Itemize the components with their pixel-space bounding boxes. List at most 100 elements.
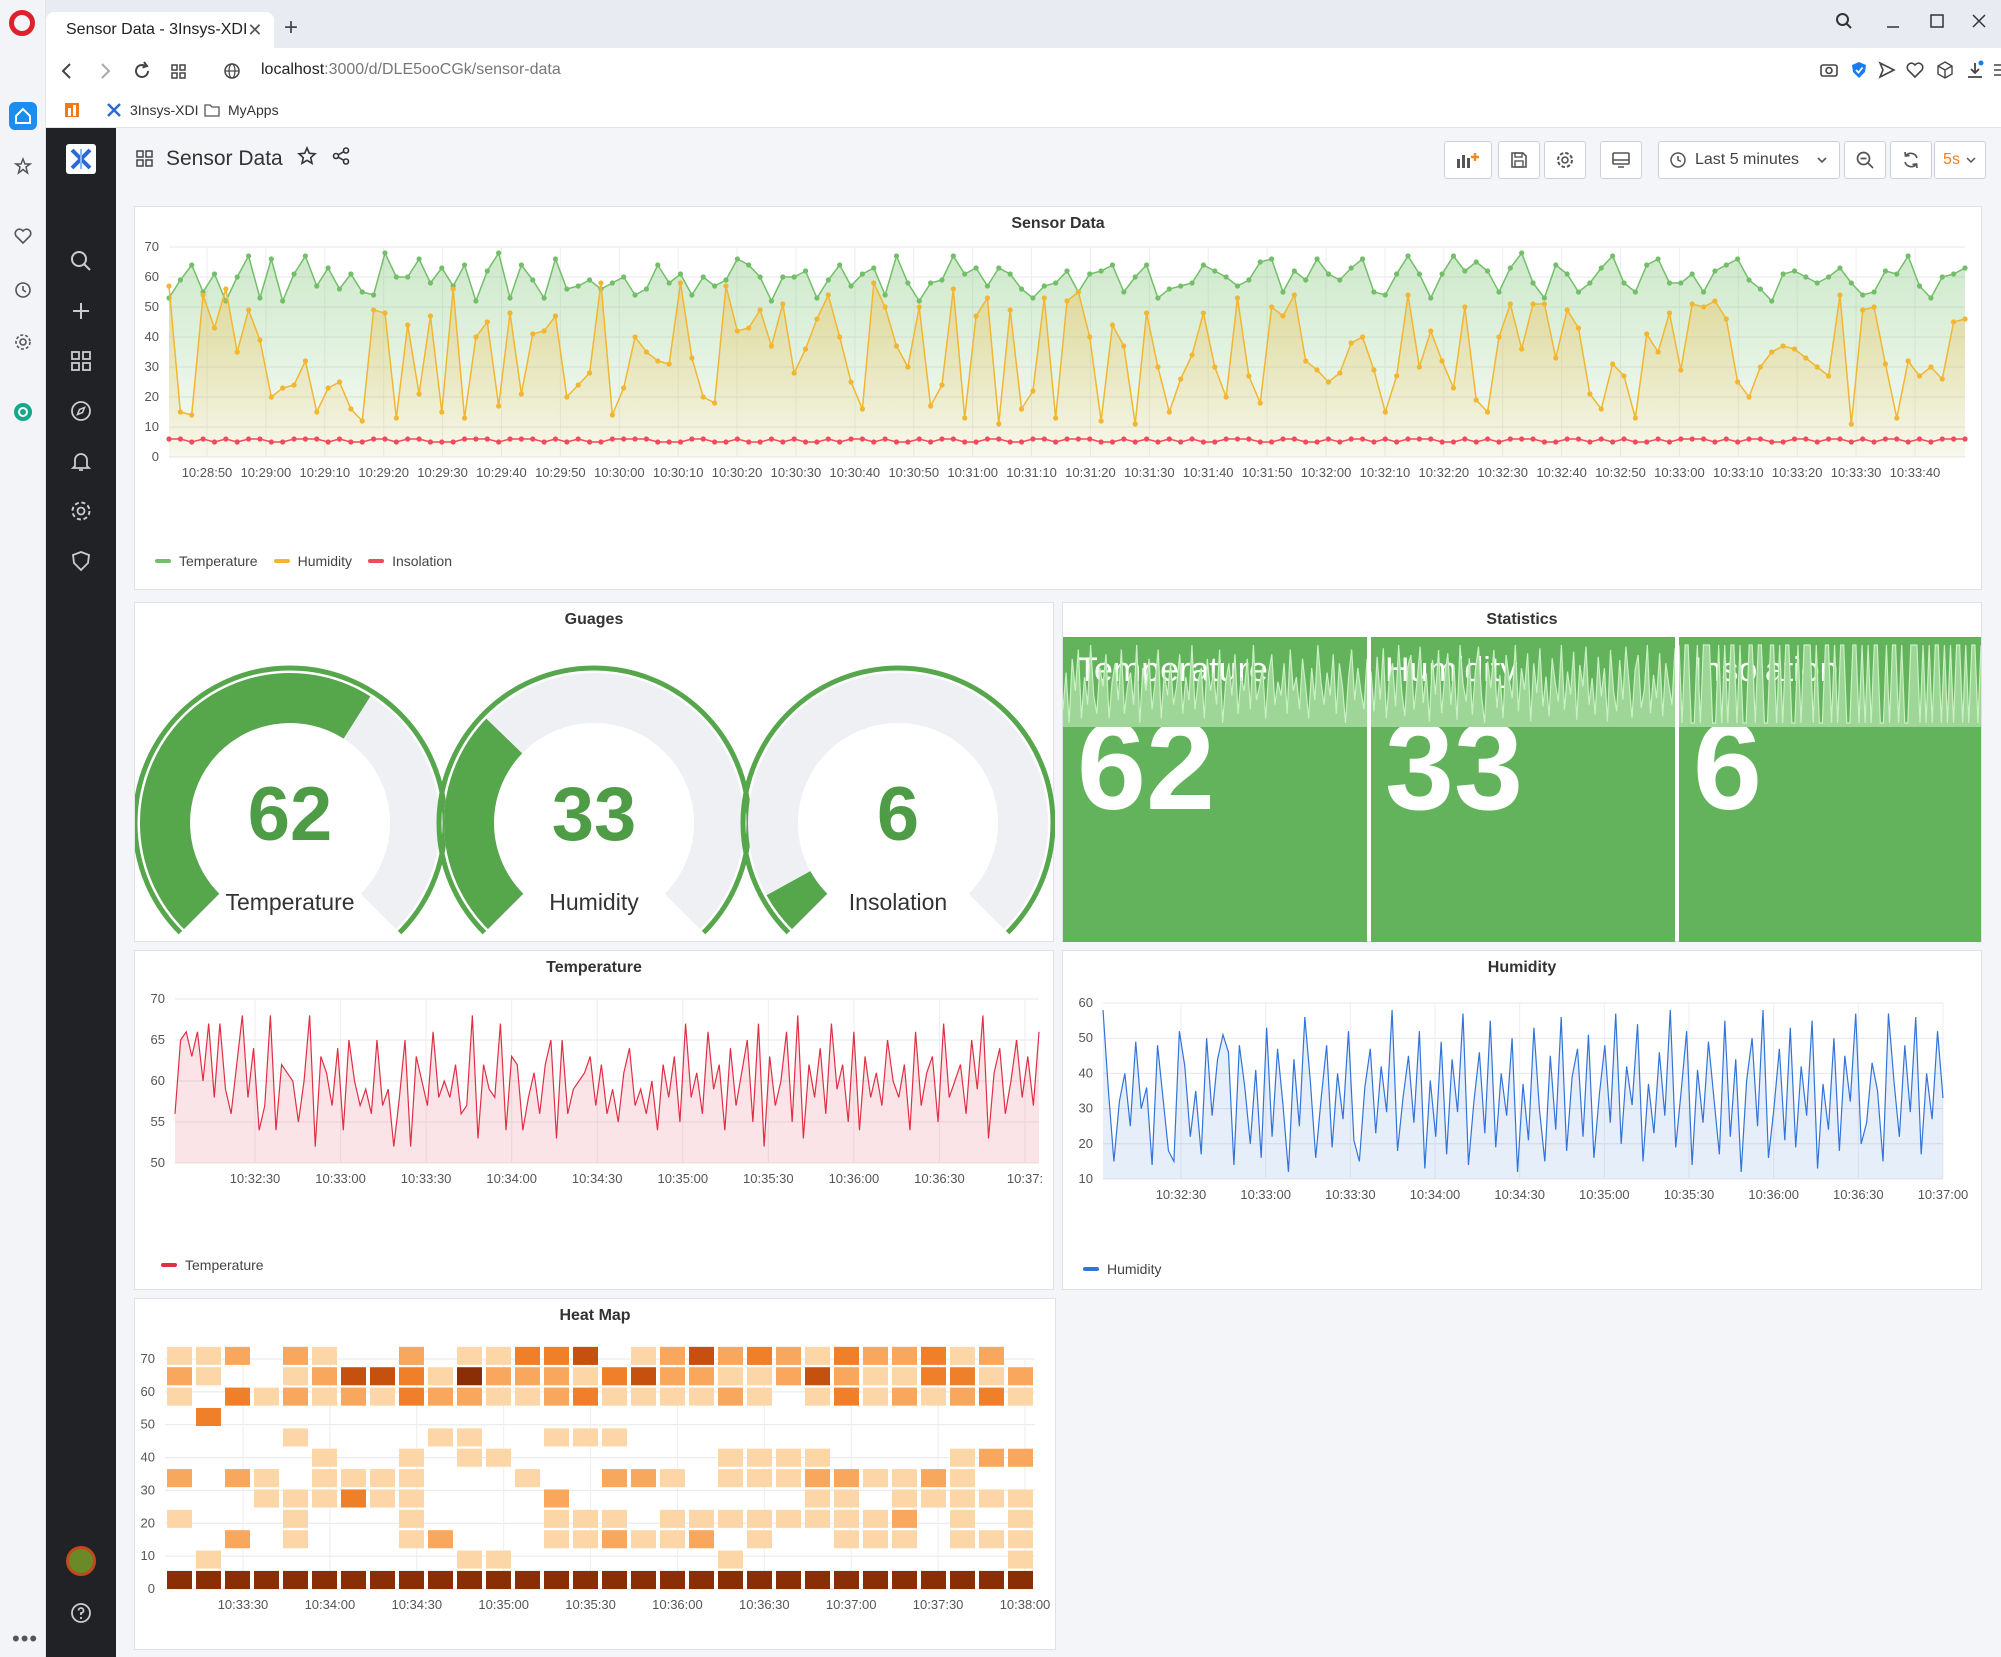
stat-card-temperature[interactable]: Temperature 62	[1063, 637, 1367, 942]
dashboards-icon[interactable]	[66, 346, 96, 376]
temperature-series-point	[1337, 277, 1343, 283]
snapshot-camera-icon[interactable]	[1819, 60, 1839, 86]
vpn-shield-icon[interactable]	[1849, 60, 1869, 86]
home-icon[interactable]	[9, 102, 37, 130]
temperature-series-point	[1382, 292, 1388, 298]
user-avatar[interactable]	[66, 1546, 96, 1576]
humidity-series-point	[291, 382, 297, 388]
minimize-icon[interactable]	[1885, 12, 1901, 36]
temperature-series-point	[1212, 268, 1218, 274]
legend-item-temperature[interactable]: Temperature	[161, 1257, 264, 1273]
refresh-interval-picker[interactable]: 5s	[1934, 141, 1986, 179]
reload-icon[interactable]	[132, 60, 152, 88]
gauges-chart[interactable]: 62 Temperature 33 Humidity 6 Insolation	[135, 603, 1055, 943]
refresh-button[interactable]	[1890, 141, 1932, 179]
alerting-bell-icon[interactable]	[66, 446, 96, 476]
legend-item-insolation[interactable]: Insolation	[368, 553, 452, 569]
sparkline-line	[1679, 644, 1981, 724]
cycle-view-mode-button[interactable]	[1600, 141, 1642, 179]
search-icon[interactable]	[66, 246, 96, 276]
legend-item-humidity[interactable]: Humidity	[1083, 1261, 1161, 1277]
dashboard-title-text[interactable]: Sensor Data	[166, 147, 283, 170]
legend-item-humidity[interactable]: Humidity	[273, 553, 352, 569]
save-dashboard-button[interactable]	[1498, 141, 1540, 179]
heatmap-cell	[341, 1387, 366, 1406]
opera-logo-icon[interactable]	[9, 10, 35, 36]
gauge-track	[748, 673, 1048, 930]
grafana-home-logo-icon[interactable]	[66, 144, 96, 174]
legend-item-temperature[interactable]: Temperature	[155, 553, 258, 569]
easy-setup-icon[interactable]	[1991, 60, 2001, 86]
settings-gear-icon[interactable]	[9, 328, 37, 356]
close-window-icon[interactable]	[1971, 12, 1987, 36]
help-icon[interactable]	[66, 1598, 96, 1628]
heatmap-chart[interactable]: 0 10 20 30 40 50 60 70 10:33:30 10:34:00 10:34:30 1…	[135, 1299, 1057, 1651]
humidity-series-point	[189, 412, 195, 418]
heatmap-cell	[718, 1469, 743, 1488]
insolation-series-point	[1416, 436, 1422, 442]
temperature-series-point	[1348, 265, 1354, 271]
temperature-chart[interactable]: 50 55 60 65 70 10:32:30 10:33:00 10:33:30 10:34:…	[135, 951, 1055, 1291]
server-admin-shield-icon[interactable]	[66, 546, 96, 576]
gauge-value: 33	[552, 772, 637, 857]
temperature-series-point	[552, 256, 559, 262]
more-options-icon[interactable]: •••	[12, 1626, 39, 1651]
configuration-gear-icon[interactable]	[66, 496, 96, 526]
stat-card-humidity[interactable]: Humidity 33	[1371, 637, 1675, 942]
time-range-picker[interactable]: Last 5 minutes	[1658, 141, 1840, 179]
humidity-series-point	[507, 310, 513, 316]
pinboard-heart-icon[interactable]	[1905, 60, 1925, 86]
search-tabs-icon[interactable]	[1835, 12, 1853, 36]
downloads-icon[interactable]	[1965, 60, 1985, 86]
temperature-series-point	[1041, 283, 1047, 289]
bookmark-3insys-xdi[interactable]: 3Insys-XDI	[64, 102, 198, 118]
insolation-series-point	[1155, 439, 1161, 445]
sensor-data-chart[interactable]: 0 10 20 30 40 50 60 70 10:28:50 10:29:00 10:29:10 1…	[135, 207, 1983, 591]
temperature-series-point	[1837, 265, 1843, 271]
panel-title[interactable]: Heat Map	[559, 1307, 631, 1324]
forward-icon[interactable]	[96, 60, 114, 88]
maximize-icon[interactable]	[1929, 12, 1945, 36]
humidity-series-point	[1723, 316, 1729, 322]
insolation-series-point	[1928, 439, 1934, 445]
bookmark-myapps[interactable]: MyApps	[204, 102, 279, 118]
aria-icon[interactable]	[9, 398, 37, 426]
add-panel-button[interactable]	[1444, 141, 1492, 179]
history-icon[interactable]	[9, 276, 37, 304]
x-tick-label: 10:31:40	[1183, 465, 1234, 480]
explore-compass-icon[interactable]	[66, 396, 96, 426]
heatmap-cell	[283, 1509, 308, 1528]
site-info-globe-icon[interactable]	[222, 60, 242, 88]
panel-title[interactable]: Guages	[564, 611, 624, 628]
back-icon[interactable]	[58, 60, 76, 88]
insolation-series-point	[1746, 436, 1752, 442]
insolation-series-point	[1939, 436, 1945, 442]
create-plus-icon[interactable]	[66, 296, 96, 326]
send-icon[interactable]	[1877, 60, 1897, 86]
dashboard-settings-button[interactable]	[1544, 141, 1586, 179]
star-icon[interactable]	[296, 145, 317, 172]
tabs-grid-icon[interactable]	[170, 60, 188, 88]
humidity-chart[interactable]: 10 20 30 40 50 60 10:32:30 10:33:00 10:33:30 10:3…	[1063, 951, 1983, 1291]
speed-dial-icon[interactable]	[9, 152, 37, 180]
temperature-series-point	[1462, 268, 1468, 274]
x-tick-label: 10:29:00	[241, 465, 292, 480]
stat-card-insolation[interactable]: Insolation 6	[1679, 637, 1981, 942]
new-tab-button[interactable]: +	[284, 14, 299, 41]
extensions-cube-icon[interactable]	[1935, 60, 1955, 86]
heatmap-cell	[660, 1367, 685, 1386]
panel-title[interactable]: Sensor Data	[1011, 215, 1105, 232]
bookmarks-heart-icon[interactable]	[9, 222, 37, 250]
close-tab-icon[interactable]: ✕	[247, 19, 263, 40]
insolation-series-point	[1166, 436, 1172, 442]
panel-title[interactable]: Humidity	[1487, 959, 1557, 976]
panel-title[interactable]: Temperature	[546, 959, 642, 976]
tab-sensor-data[interactable]: Sensor Data - 3Insys-XDI ✕	[46, 12, 274, 48]
url-field[interactable]: localhost:3000/d/DLE5ooCGk/sensor-data	[261, 61, 561, 79]
humidity-series-point	[825, 292, 831, 298]
panel-title[interactable]: Statistics	[1486, 611, 1558, 628]
share-icon[interactable]	[331, 146, 351, 172]
zoom-out-button[interactable]	[1844, 141, 1886, 179]
heatmap-cell	[370, 1387, 395, 1406]
temperature-series-point	[1928, 295, 1934, 301]
